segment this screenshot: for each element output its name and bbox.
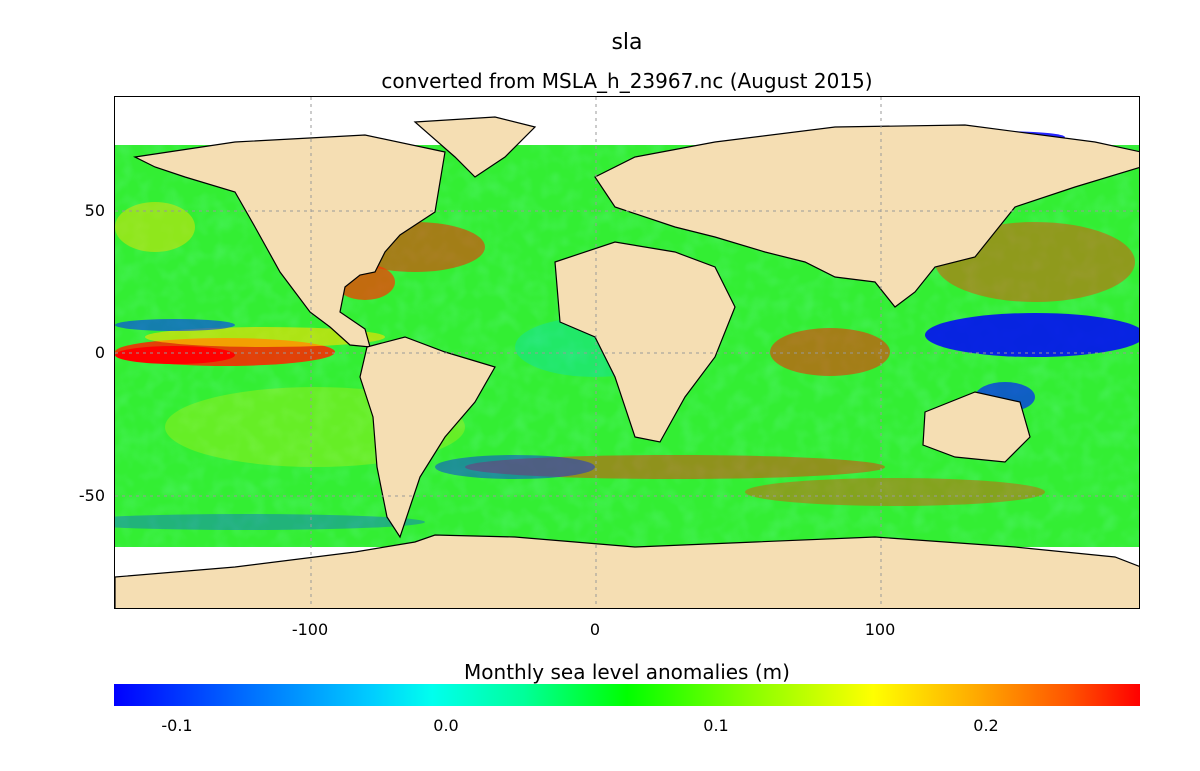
x-tick-label: 0 bbox=[589, 620, 601, 639]
south-america bbox=[359, 336, 496, 539]
australia bbox=[922, 391, 1031, 463]
africa bbox=[554, 241, 736, 443]
antarctica bbox=[115, 534, 1139, 608]
map-gridlines bbox=[115, 97, 1139, 608]
land-masses bbox=[115, 116, 1139, 608]
world-map bbox=[115, 97, 1139, 608]
x-tick-label: 100 bbox=[864, 620, 896, 639]
map-subtitle: converted from MSLA_h_23967.nc (August 2… bbox=[381, 69, 873, 93]
colorbar bbox=[114, 684, 1140, 706]
north-america bbox=[133, 134, 446, 348]
colorbar-label: Monthly sea level anomalies (m) bbox=[464, 660, 790, 684]
y-tick-label: 50 bbox=[84, 201, 105, 220]
map-title: sla bbox=[611, 30, 643, 55]
greenland bbox=[413, 116, 537, 178]
eurasia bbox=[594, 124, 1139, 308]
colorbar-tick: 0.2 bbox=[973, 716, 999, 735]
colorbar-tick: -0.1 bbox=[161, 716, 193, 735]
colorbar-tick: 0.1 bbox=[703, 716, 729, 735]
map-panel bbox=[114, 96, 1140, 609]
y-tick-label: -50 bbox=[78, 486, 105, 505]
x-tick-label: -100 bbox=[291, 620, 329, 639]
y-tick-label: 0 bbox=[94, 343, 105, 362]
colorbar-tick: 0.0 bbox=[433, 716, 459, 735]
